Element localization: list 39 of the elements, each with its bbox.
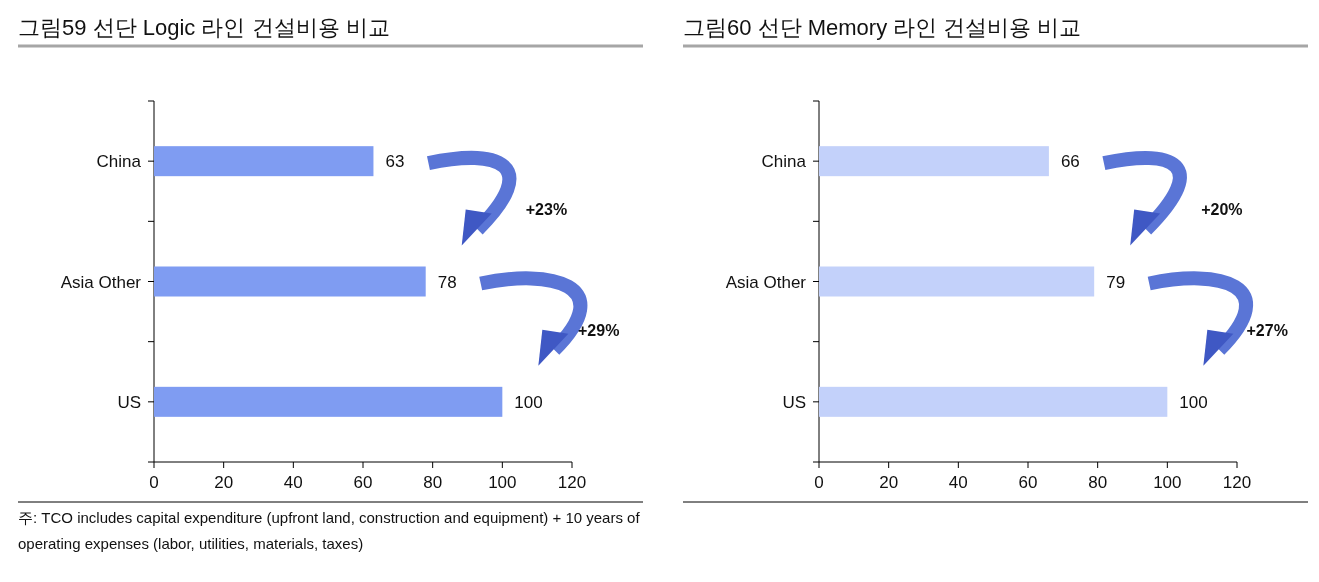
bar: [154, 146, 374, 177]
bar: [154, 266, 426, 297]
text: 주: TCO includes capital expenditure (upfront land, construction and equipment) + 10 years of operating expenses (labor, utilities, materials, taxes): [18, 508, 641, 554]
x-tick-label: 120: [1222, 473, 1252, 492]
y-tick-label: US: [782, 392, 806, 412]
x-tick-label: 60: [353, 473, 373, 492]
x-tick-label: 80: [423, 473, 443, 492]
x-tick-label: 20: [879, 473, 899, 492]
data-label: 66: [1060, 152, 1080, 172]
x-tick-label: 120: [557, 473, 587, 492]
y-tick-label: US: [117, 392, 141, 412]
text: +29%: [578, 321, 620, 339]
x-tick-label: 40: [948, 473, 968, 492]
y-tick-label: Asia Other: [60, 272, 142, 292]
chart-title: 그림59 선단 Logic 라인 건설비용 비교: [18, 15, 390, 40]
y-tick-label: Asia Other: [725, 272, 807, 292]
data-label: 79: [1106, 272, 1126, 292]
data-label: 100: [514, 392, 543, 412]
bar: [819, 386, 1168, 417]
x-tick-label: 100: [1153, 473, 1182, 492]
y-tick-label: China: [96, 152, 142, 172]
x-tick-label: 40: [283, 473, 303, 492]
data-label: 78: [437, 272, 457, 292]
bar: [819, 146, 1049, 177]
x-tick-label: 60: [1018, 473, 1038, 492]
data-label: 63: [385, 152, 405, 172]
x-tick-label: 100: [488, 473, 517, 492]
x-tick-label: 0: [149, 473, 159, 492]
x-tick-label: 20: [214, 473, 234, 492]
data-label: 100: [1179, 392, 1208, 412]
x-tick-label: 0: [814, 473, 824, 492]
text: +27%: [1246, 321, 1288, 339]
bar: [154, 386, 503, 417]
y-tick-label: China: [761, 152, 807, 172]
chart-title: 그림60 선단 Memory 라인 건설비용 비교: [683, 15, 1082, 40]
annotation: +20%: [1201, 201, 1243, 219]
bar: [819, 266, 1095, 297]
annotation: +23%: [525, 201, 568, 219]
x-tick-label: 80: [1088, 473, 1108, 492]
